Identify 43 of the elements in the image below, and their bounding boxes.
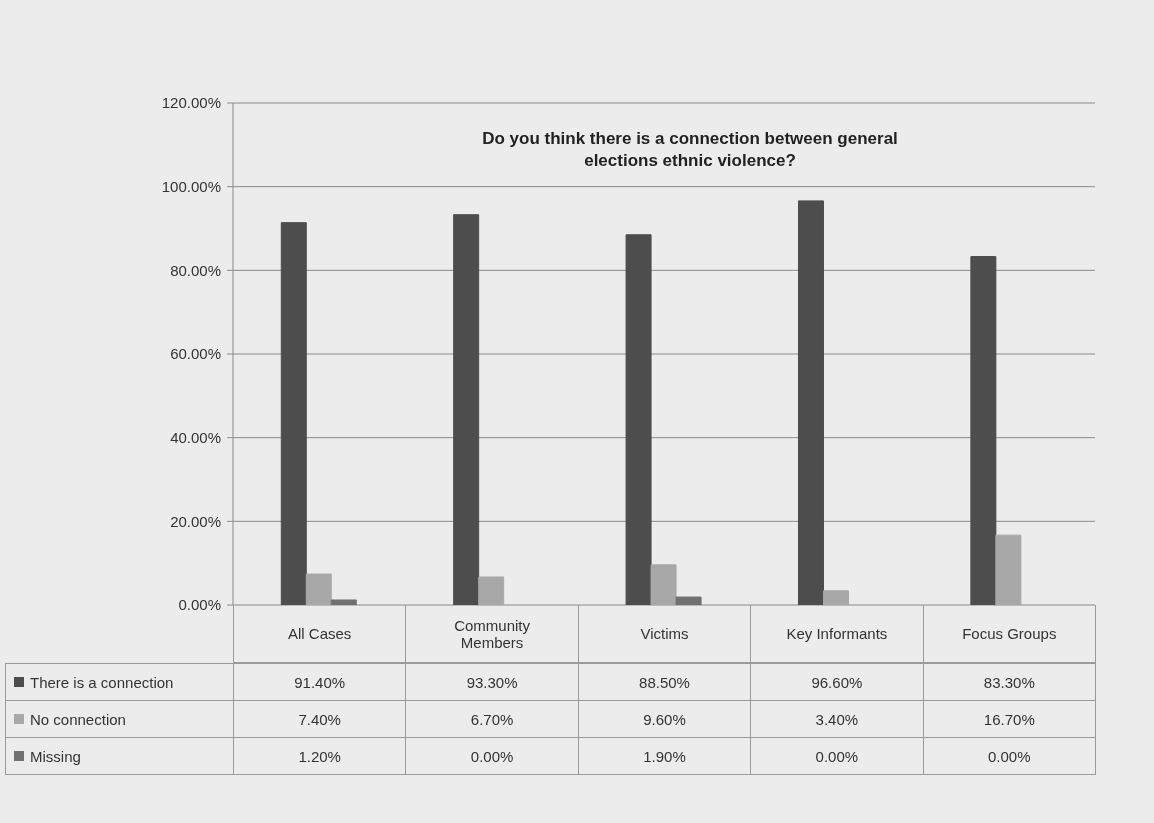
x-tick-label: All Cases xyxy=(233,605,407,663)
data-label: 1.20% xyxy=(233,737,407,775)
x-tick-label: Focus Groups xyxy=(922,605,1096,663)
data-label: 83.30% xyxy=(922,663,1096,701)
data-label: 7.40% xyxy=(233,700,407,738)
data-label: 88.50% xyxy=(577,663,752,701)
y-tick-label: 100.00% xyxy=(161,177,221,195)
data-label: 16.70% xyxy=(922,700,1096,738)
data-label: 0.00% xyxy=(750,737,924,775)
legend-label: Missing xyxy=(30,747,81,765)
bar xyxy=(675,596,702,605)
data-label: 3.40% xyxy=(750,700,924,738)
y-tick-label: 20.00% xyxy=(170,512,221,530)
text: Do you think there is a connection between general elections ethnic violence? xyxy=(481,128,899,172)
bar xyxy=(305,573,332,605)
bar xyxy=(797,200,824,605)
bar xyxy=(625,234,652,605)
data-label: 96.60% xyxy=(750,663,924,701)
bar xyxy=(280,222,307,605)
bar xyxy=(995,534,1022,605)
bar xyxy=(970,256,997,605)
legend-label: No connection xyxy=(30,710,126,728)
y-tick-label: 60.00% xyxy=(170,345,221,363)
data-label: 0.00% xyxy=(922,737,1096,775)
x-tick-label: Key Informants xyxy=(750,605,924,663)
data-label: 93.30% xyxy=(405,663,579,701)
bar xyxy=(822,590,849,605)
bar xyxy=(453,214,480,605)
y-tick-label: 40.00% xyxy=(170,428,221,446)
bar xyxy=(330,599,357,605)
bar xyxy=(478,576,505,605)
data-label: 91.40% xyxy=(233,663,407,701)
y-tick-label: 80.00% xyxy=(170,261,221,279)
data-label: 0.00% xyxy=(405,737,579,775)
data-label: 1.90% xyxy=(577,737,752,775)
y-tick-label: 120.00% xyxy=(161,94,221,112)
legend-label: There is a connection xyxy=(30,673,174,691)
x-tick-label: Community Members xyxy=(405,605,579,663)
x-tick-label: Victims xyxy=(577,605,752,663)
bar xyxy=(650,564,677,605)
data-label: 9.60% xyxy=(577,700,752,738)
y-tick-label: 0.00% xyxy=(178,596,221,614)
data-label: 6.70% xyxy=(405,700,579,738)
